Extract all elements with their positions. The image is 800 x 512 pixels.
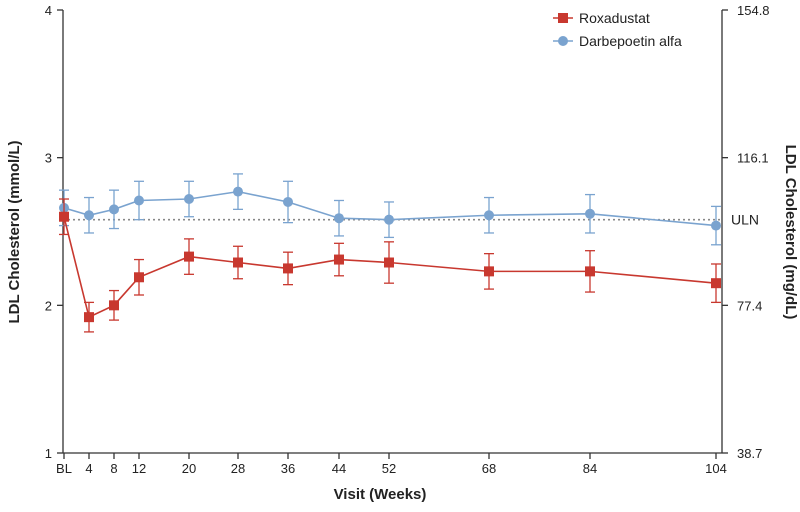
- legend-item: Darbepoetin alfa: [553, 33, 682, 49]
- data-point: [711, 220, 721, 231]
- data-point: [109, 300, 119, 311]
- x-tick-label: 52: [382, 461, 396, 476]
- x-tick-label: 84: [583, 461, 597, 476]
- y-left-tick-label: 4: [45, 3, 52, 18]
- x-tick-label: 28: [231, 461, 245, 476]
- data-point: [134, 195, 144, 206]
- y-left-tick-label: 1: [45, 446, 52, 461]
- series-layer: [59, 173, 721, 333]
- data-point: [84, 210, 94, 221]
- data-point: [283, 263, 293, 274]
- x-tick-label: 8: [110, 461, 117, 476]
- data-point: [283, 196, 293, 207]
- legend-marker: [558, 13, 568, 23]
- data-point: [484, 210, 494, 221]
- x-tick-label: BL: [56, 461, 72, 476]
- series-darbepoetin-alfa: [59, 173, 721, 246]
- data-point: [134, 272, 144, 283]
- x-tick-label: 4: [85, 461, 92, 476]
- y-right-tick-label: 77.4: [737, 298, 762, 313]
- data-point: [109, 204, 119, 215]
- y-axis-left-title: LDL Cholesterol (mmol/L): [6, 140, 23, 323]
- x-tick-label: 104: [705, 461, 727, 476]
- legend-label: Roxadustat: [579, 10, 650, 26]
- data-point: [184, 251, 194, 262]
- data-point: [585, 266, 595, 277]
- x-tick-label: 12: [132, 461, 146, 476]
- data-point: [334, 254, 344, 265]
- data-point: [384, 257, 394, 268]
- data-point: [384, 214, 394, 225]
- data-point: [184, 194, 194, 205]
- legend-label: Darbepoetin alfa: [579, 33, 682, 49]
- series-roxadustat: [59, 198, 721, 333]
- data-point: [711, 278, 721, 289]
- y-right-tick-label: 154.8: [737, 3, 770, 18]
- legend-marker: [558, 36, 568, 46]
- y-axis-right-title: LDL Cholesterol (mg/dL): [782, 145, 799, 320]
- data-point: [233, 186, 243, 197]
- data-point: [84, 312, 94, 323]
- data-point: [484, 266, 494, 277]
- y-right-tick-label: 116.1: [737, 151, 769, 166]
- uln-label: ULN: [731, 212, 759, 228]
- y-left-tick-label: 2: [45, 298, 52, 313]
- x-tick-label: 44: [332, 461, 346, 476]
- data-point: [59, 211, 69, 222]
- x-tick-label: 20: [182, 461, 196, 476]
- x-tick-label: 68: [482, 461, 496, 476]
- data-point: [585, 208, 595, 219]
- data-point: [233, 257, 243, 268]
- y-left-tick-label: 3: [45, 151, 52, 166]
- x-tick-label: 36: [281, 461, 295, 476]
- reference-layer: ULN: [63, 212, 759, 228]
- y-right-tick-label: 38.7: [737, 446, 762, 461]
- data-point: [334, 213, 344, 224]
- legend-item: Roxadustat: [553, 10, 650, 26]
- legend: Roxadustat Darbepoetin alfa: [553, 10, 682, 49]
- x-axis-title: Visit (Weeks): [334, 486, 427, 503]
